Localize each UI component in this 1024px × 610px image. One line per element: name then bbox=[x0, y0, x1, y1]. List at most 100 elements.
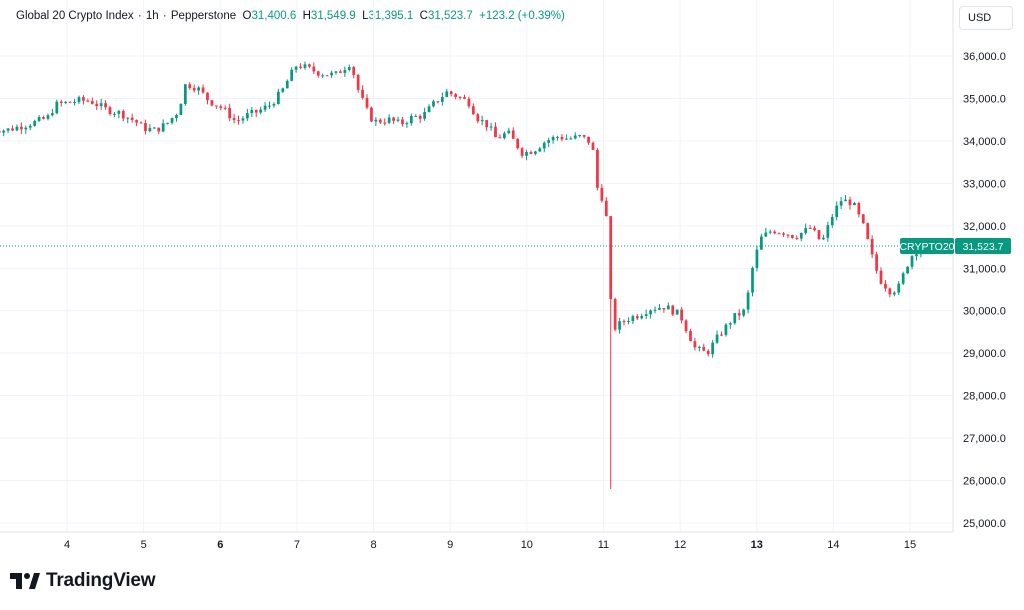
candle-body bbox=[396, 119, 400, 121]
price-tag: 31,523.7 bbox=[963, 241, 1004, 253]
candle bbox=[870, 235, 874, 259]
candle bbox=[720, 331, 723, 337]
candle bbox=[627, 317, 630, 325]
candle bbox=[471, 103, 475, 115]
candle bbox=[835, 201, 839, 221]
candle bbox=[764, 227, 768, 238]
candle bbox=[622, 319, 626, 326]
interval[interactable]: 1h bbox=[145, 10, 159, 22]
candle-body bbox=[436, 101, 440, 103]
candle bbox=[666, 302, 670, 310]
candle-body bbox=[15, 126, 19, 131]
candle bbox=[268, 101, 271, 110]
candle bbox=[547, 137, 551, 148]
candle bbox=[161, 119, 165, 133]
candle-body bbox=[95, 103, 99, 107]
candle-body bbox=[777, 233, 781, 235]
candle-body bbox=[347, 67, 351, 70]
candle-body bbox=[604, 200, 608, 217]
price-tick-label: 35,000.0 bbox=[963, 93, 1006, 105]
candle-body bbox=[782, 233, 785, 235]
candle bbox=[675, 309, 679, 315]
candle-body bbox=[573, 135, 577, 139]
candle bbox=[210, 99, 214, 107]
candle-body bbox=[223, 107, 227, 109]
candle-body bbox=[33, 120, 37, 126]
candle bbox=[830, 213, 834, 228]
time-tick-label: 13 bbox=[751, 539, 763, 551]
price-tick-label: 27,000.0 bbox=[963, 433, 1006, 445]
candle bbox=[844, 195, 847, 202]
candle-body bbox=[405, 123, 409, 125]
time-tick-label: 12 bbox=[674, 539, 686, 551]
time-tick-label: 6 bbox=[217, 539, 223, 551]
candle bbox=[520, 147, 524, 159]
candle bbox=[454, 93, 458, 100]
candle bbox=[183, 83, 187, 106]
candle-body bbox=[644, 314, 648, 316]
candle bbox=[432, 99, 435, 108]
candle bbox=[915, 253, 918, 261]
candle bbox=[658, 304, 661, 311]
candle bbox=[525, 149, 528, 161]
candle bbox=[33, 119, 37, 127]
candle-body bbox=[591, 142, 595, 150]
candle-body bbox=[414, 115, 418, 117]
candle-body bbox=[728, 323, 732, 325]
candle bbox=[148, 124, 152, 133]
candle-body bbox=[294, 66, 298, 70]
candle-body bbox=[649, 310, 652, 315]
candle-body bbox=[409, 116, 413, 124]
candle-body bbox=[835, 205, 839, 218]
candle-body bbox=[130, 117, 134, 121]
time-tick-label: 8 bbox=[370, 539, 376, 551]
price-axis[interactable]: 25,000.0 26,000.0 27,000.0 28,000.0 29,000.0… bbox=[963, 51, 1006, 530]
candle-body bbox=[498, 137, 502, 139]
candle bbox=[445, 88, 449, 98]
candle-body bbox=[175, 115, 178, 119]
tradingview-wordmark: TradingView bbox=[46, 570, 156, 591]
candle-body bbox=[853, 202, 856, 206]
candle-body bbox=[613, 299, 617, 330]
candle bbox=[502, 131, 506, 140]
candle-body bbox=[534, 151, 537, 154]
candle-body bbox=[861, 214, 865, 224]
candle bbox=[254, 109, 258, 118]
candle-body bbox=[250, 109, 254, 114]
candle bbox=[339, 69, 342, 74]
candle-body bbox=[59, 101, 63, 103]
grid bbox=[0, 0, 953, 532]
candle bbox=[237, 115, 240, 125]
candle bbox=[485, 120, 489, 132]
time-tick-label: 14 bbox=[827, 539, 839, 551]
candle-body bbox=[884, 283, 887, 289]
candle bbox=[64, 101, 68, 105]
candle bbox=[494, 122, 497, 138]
currency-button[interactable]: USD bbox=[959, 6, 1013, 30]
candle bbox=[618, 317, 621, 334]
price-tick-label: 25,000.0 bbox=[963, 518, 1006, 530]
candle-body bbox=[272, 103, 276, 106]
candle-body bbox=[401, 119, 404, 125]
candle-body bbox=[760, 236, 763, 250]
candle-body bbox=[370, 107, 373, 122]
candle-body bbox=[542, 142, 546, 149]
candle-body bbox=[622, 321, 626, 323]
candle bbox=[782, 232, 785, 238]
candle-body bbox=[290, 69, 294, 81]
candle-body bbox=[724, 324, 728, 335]
candle-body bbox=[720, 334, 723, 336]
time-tick-label: 4 bbox=[64, 539, 70, 551]
time-axis[interactable]: 4 5 6 7 8 9 10 11 12 13 14 15 bbox=[64, 539, 916, 551]
candle bbox=[910, 254, 914, 270]
candle bbox=[347, 64, 351, 72]
candle-body bbox=[817, 230, 821, 240]
candle-body bbox=[662, 308, 666, 310]
candle-body bbox=[139, 122, 143, 124]
candle bbox=[857, 201, 861, 218]
symbol-name[interactable]: Global 20 Crypto Index bbox=[16, 10, 134, 22]
candle bbox=[0, 130, 1, 133]
candle-body bbox=[879, 270, 883, 284]
tradingview-logo[interactable]: TradingView bbox=[10, 570, 156, 592]
